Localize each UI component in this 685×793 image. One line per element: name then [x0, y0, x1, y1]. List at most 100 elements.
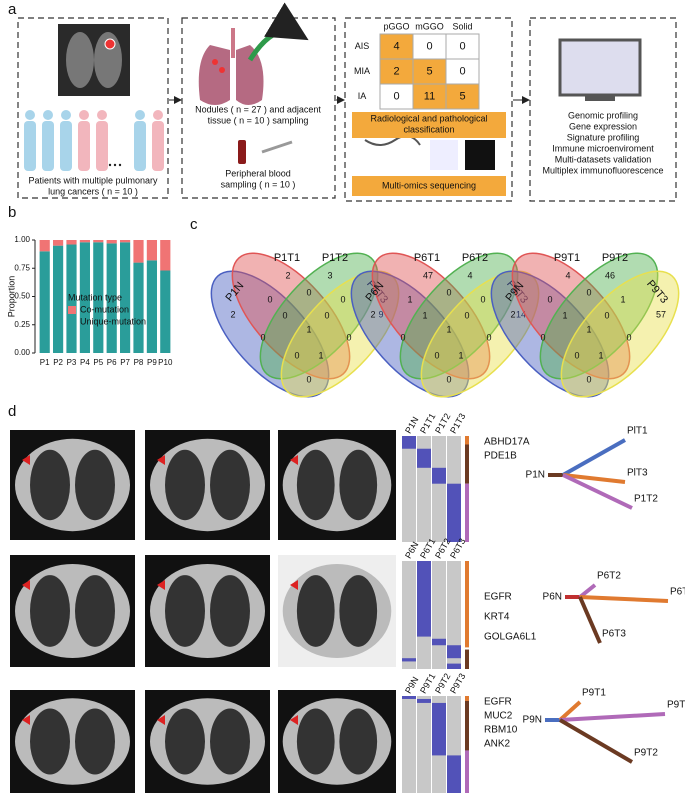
bar-segment [160, 240, 171, 271]
heatmap-block [447, 663, 461, 669]
bar-segment [39, 240, 50, 252]
tree-root: P9N [523, 715, 542, 726]
xray-lung [66, 32, 94, 88]
venn-count: 14 [516, 309, 526, 319]
ct-lung [296, 575, 335, 647]
label: Genomic profiling [568, 110, 638, 120]
table-cell-text: 0 [459, 65, 465, 77]
y-tick-label: 0.00 [14, 348, 30, 357]
venn-count: 0 [464, 310, 469, 320]
ct-arrow [22, 715, 30, 725]
ct-arrow [22, 580, 30, 590]
sample-label: P6N [403, 540, 420, 560]
group-bar [465, 700, 469, 751]
blood-tube [238, 140, 246, 164]
venn-count: 0 [547, 294, 552, 304]
tree-leaf: P9T2 [634, 748, 658, 759]
ct-lung [210, 708, 250, 775]
venn-count: 4 [565, 270, 570, 280]
legend-entry: Unique-mutation [80, 316, 146, 326]
venn-label: P6T2 [462, 252, 488, 264]
tree-leaf: PlT1 [627, 426, 648, 437]
box [344, 17, 513, 202]
dna [364, 135, 421, 146]
tree-leaf: P6T1 [670, 587, 685, 598]
tree-leaf: P1T2 [634, 494, 658, 505]
label: Radiological and pathological [370, 113, 487, 123]
ct-arrow [290, 715, 298, 725]
venn-count: 2 [230, 309, 235, 319]
group-bar [465, 436, 469, 445]
tree-branch [562, 473, 633, 510]
bar-segment [160, 270, 171, 353]
venn-count: 2 [285, 270, 290, 280]
ct-lung [165, 575, 205, 647]
person-body [134, 121, 146, 171]
ct-lung [165, 708, 205, 775]
venn-count: 1 [620, 294, 625, 304]
bar-segment [146, 260, 157, 353]
ct-arrow [290, 455, 298, 465]
ct-arrow [157, 580, 165, 590]
bar-segment [146, 240, 157, 261]
venn-count: 3 [327, 270, 332, 280]
bar-segment [120, 242, 131, 353]
x-tick-label: P4 [80, 358, 90, 367]
venn-count: 0 [324, 310, 329, 320]
heatmap-column [402, 436, 416, 542]
group-bar [465, 561, 469, 648]
venn-count: 1 [446, 324, 451, 334]
group-bar [465, 696, 469, 701]
bar-segment [133, 240, 144, 263]
venn-count: 0 [626, 332, 631, 342]
venn-count: 1 [458, 350, 463, 360]
sample-label: P9N [403, 675, 420, 695]
venn-count: 0 [604, 310, 609, 320]
table-row-label: AIS [355, 41, 370, 51]
person-head [97, 110, 107, 120]
person-head [135, 110, 145, 120]
box [17, 17, 169, 199]
label: Multi-datasets validation [555, 154, 652, 164]
heatmap-column [447, 561, 461, 669]
venn-count: 0 [486, 332, 491, 342]
x-tick-label: P7 [120, 358, 130, 367]
ct-lung [30, 708, 70, 775]
venn-count: 0 [294, 350, 299, 360]
if-image [465, 140, 495, 170]
venn-count: 0 [306, 287, 311, 297]
ct-lung [75, 708, 115, 775]
y-tick-label: 0.25 [14, 320, 30, 329]
box [529, 17, 677, 202]
tree-branch [578, 596, 602, 644]
tree-leaf: P6T2 [597, 571, 621, 582]
panel-label: d [8, 403, 16, 420]
gene-label: GOLGA6L1 [484, 632, 537, 643]
lung [236, 45, 264, 105]
volcano [430, 140, 458, 170]
heatmap-column [432, 436, 446, 542]
person-head [43, 110, 53, 120]
table-cell-text: 5 [426, 65, 432, 77]
table-cell-text: 0 [459, 40, 465, 52]
table-cell [445, 33, 480, 60]
tree-branch [562, 473, 626, 484]
venn-count: 1 [598, 350, 603, 360]
venn-count: 0 [586, 287, 591, 297]
bar-segment [79, 242, 90, 353]
gene-label: RBM10 [484, 725, 518, 736]
nodule [219, 67, 225, 73]
table-row-label: MIA [354, 66, 370, 76]
nodule [212, 59, 218, 65]
ct-lung [296, 708, 335, 775]
table-cell [379, 83, 414, 110]
y-tick-label: 0.50 [14, 292, 30, 301]
tree-branch [559, 712, 666, 722]
venn-count: 0 [346, 332, 351, 342]
y-tick-label: 1.00 [14, 235, 30, 244]
bar-segment [66, 240, 77, 245]
venn-set [560, 270, 680, 398]
heatmap-block [402, 658, 416, 662]
x-tick-label: P8 [134, 358, 144, 367]
venn-count: 0 [574, 350, 579, 360]
